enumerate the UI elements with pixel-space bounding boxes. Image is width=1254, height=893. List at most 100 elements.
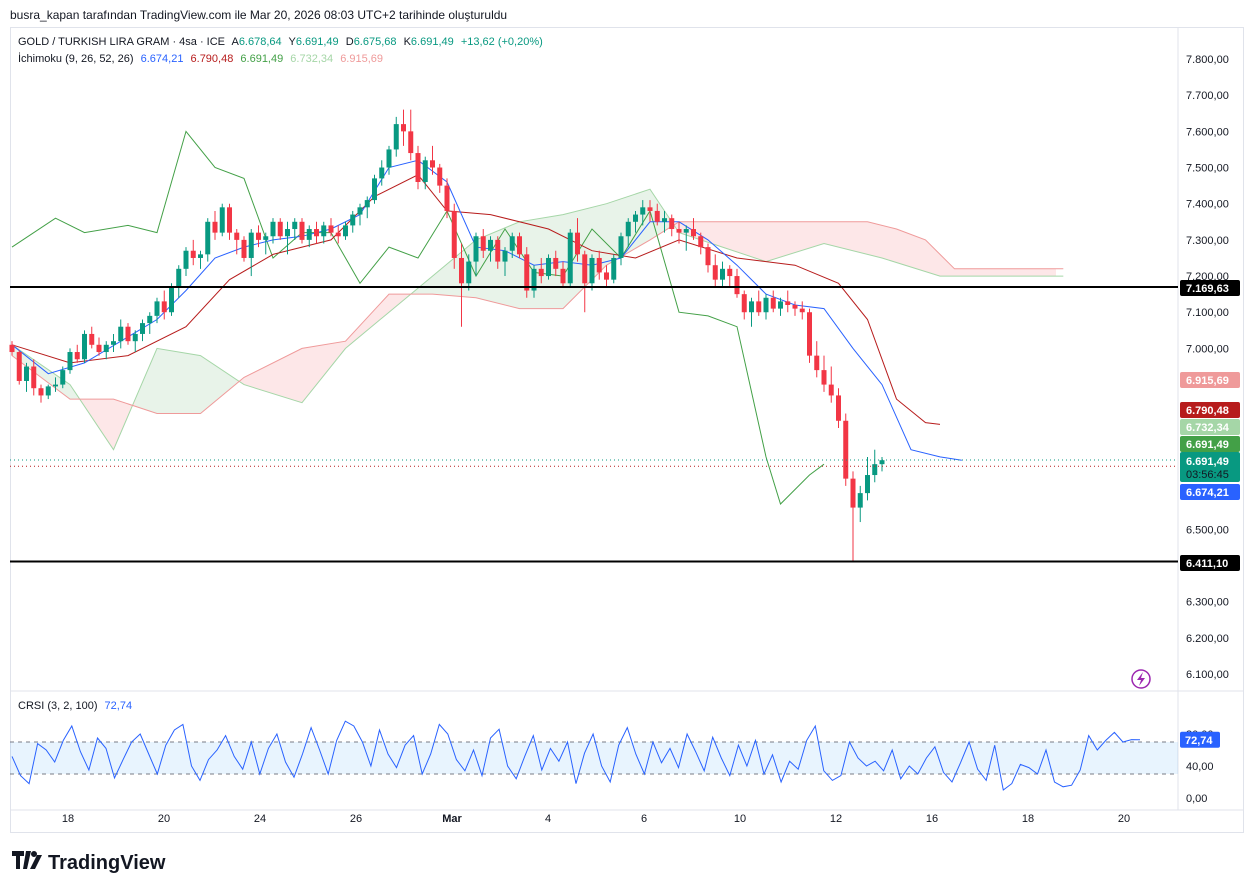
candle — [357, 203, 363, 226]
candle-body — [140, 323, 145, 334]
candle — [343, 221, 348, 240]
cloud-segment — [171, 350, 179, 414]
cloud-segment — [91, 399, 99, 428]
symbol-legend[interactable]: GOLD / TURKISH LIRA GRAM · 4sa · ICE A6.… — [18, 36, 547, 48]
candle — [560, 261, 566, 287]
cloud-segment — [889, 227, 897, 263]
tradingview-logo[interactable]: TradingView — [12, 851, 165, 875]
ichimoku-legend[interactable]: İchimoku (9, 26, 52, 26) 6.674,21 6.790,… — [18, 53, 387, 65]
cloud-segment — [599, 203, 607, 273]
conversion-line — [11, 159, 962, 461]
candle-body — [393, 124, 399, 150]
candle-body — [24, 366, 29, 381]
candle — [285, 221, 290, 255]
candle-body — [451, 210, 457, 258]
candle — [524, 247, 530, 298]
candle — [118, 319, 124, 349]
candle-body — [662, 218, 667, 222]
candle — [865, 456, 870, 501]
candle — [879, 456, 885, 472]
crsi-name: CRSI (3, 2, 100) — [18, 700, 98, 712]
span-a-line — [11, 188, 1064, 451]
crsi-value-tag-label: 72,74 — [1185, 735, 1213, 747]
cloud-segment — [903, 231, 911, 268]
candle-body — [205, 221, 211, 255]
candle — [792, 301, 798, 316]
grid — [10, 27, 1244, 811]
cloud-segment — [287, 352, 295, 401]
candle-body — [799, 308, 805, 313]
low-value: 6.675,68 — [353, 36, 397, 48]
candle-body — [618, 236, 624, 258]
candle — [691, 218, 696, 240]
candle-body — [176, 268, 182, 287]
candle-body — [96, 344, 102, 353]
price-tick-label: 6.300,00 — [1186, 597, 1229, 609]
candle-body — [538, 268, 544, 277]
candle — [633, 210, 638, 233]
crsi-legend[interactable]: CRSI (3, 2, 100) 72,74 — [18, 700, 136, 712]
time-tick-label: 24 — [254, 813, 266, 825]
open-label: A — [231, 36, 239, 48]
cloud-segment — [787, 221, 795, 255]
candle — [553, 250, 559, 277]
ichimoku-name: İchimoku (9, 26, 52, 26) — [18, 53, 134, 65]
lightning-icon[interactable] — [1131, 669, 1151, 689]
candle — [466, 254, 472, 291]
candle — [364, 196, 370, 219]
cloud-segment — [751, 221, 759, 260]
candle-body — [756, 301, 762, 313]
candle-body — [343, 225, 348, 237]
candle-body — [212, 221, 218, 233]
candle — [422, 156, 428, 190]
candle-body — [430, 160, 435, 168]
cloud-segment — [969, 268, 977, 277]
candle — [169, 283, 174, 316]
cloud-segment — [302, 347, 310, 403]
price-tag-bg — [1180, 484, 1240, 500]
candle — [16, 350, 22, 385]
candle — [756, 290, 762, 316]
candle — [241, 236, 247, 262]
cloud-segment — [113, 399, 121, 450]
cloud-segment — [838, 221, 846, 249]
cloud-segment — [947, 261, 955, 277]
candle — [734, 268, 740, 298]
candle — [509, 232, 515, 258]
candle-body — [132, 333, 138, 342]
candle-body — [857, 493, 863, 508]
candle — [386, 145, 392, 175]
cloud-segment — [229, 374, 237, 390]
cloud-segment — [512, 221, 520, 309]
candle-body — [147, 315, 153, 324]
candle-body — [74, 352, 80, 360]
candle — [567, 229, 573, 287]
candle-body — [386, 149, 392, 168]
price-axis: 7.800,00 7.700,00 7.600,00 7.500,00 7.400,00… — [1186, 54, 1229, 681]
candle — [67, 348, 73, 374]
candle — [321, 221, 327, 244]
cloud-segment — [715, 221, 723, 248]
cloud-segment — [737, 221, 745, 255]
span-b-line — [11, 221, 1064, 414]
cloud-segment — [1041, 268, 1049, 277]
candle — [720, 261, 725, 287]
candle — [647, 200, 653, 222]
cloud-segment — [650, 189, 658, 240]
candle-body — [169, 286, 174, 313]
price-tag-bg — [1180, 555, 1240, 571]
chart-frame[interactable] — [10, 27, 1244, 833]
cloud-segment — [867, 221, 875, 257]
candle-body — [357, 207, 363, 215]
candle — [132, 330, 138, 353]
crsi-tick-label: 40,00 — [1186, 761, 1214, 773]
candle — [125, 323, 131, 345]
candle-body — [16, 352, 22, 381]
candle — [828, 366, 834, 403]
candle — [502, 247, 508, 277]
cloud-segment — [635, 191, 643, 249]
price-tick-label: 7.800,00 — [1186, 54, 1229, 66]
time-tick-label: 26 — [350, 813, 362, 825]
candle-body — [444, 185, 450, 211]
